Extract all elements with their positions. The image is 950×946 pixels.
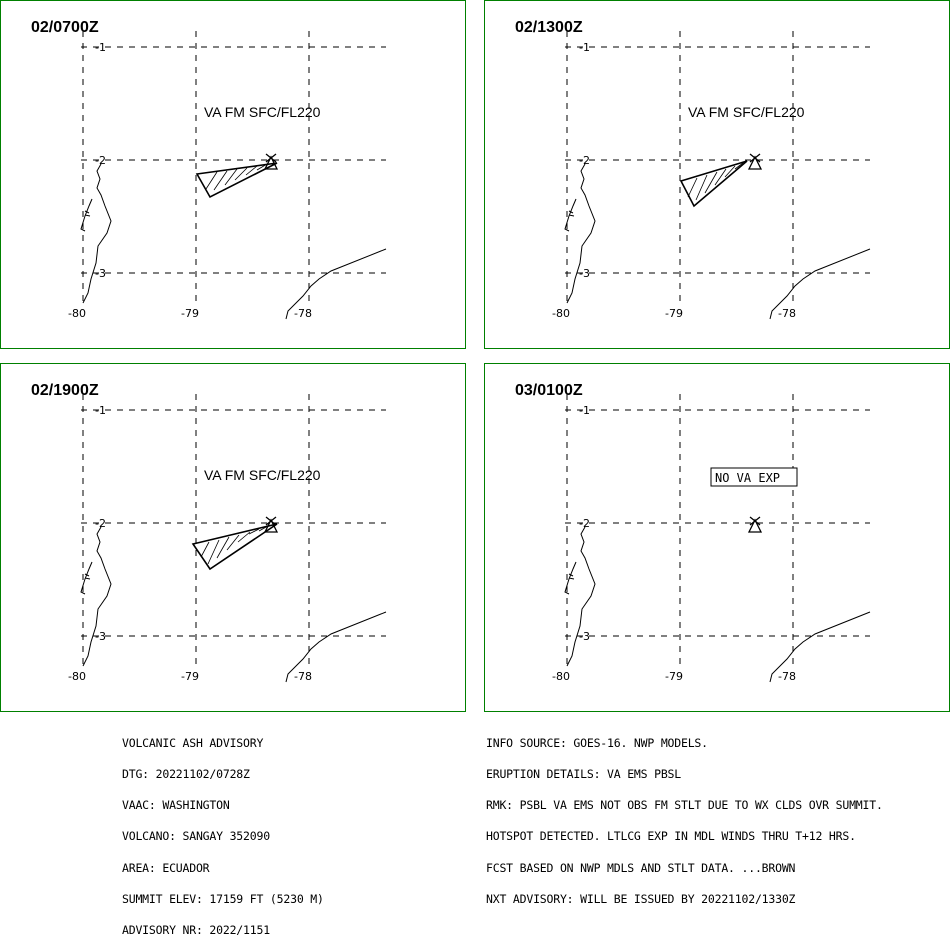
- volcano-icon: [263, 153, 279, 170]
- lon-label-78: -78: [294, 670, 312, 683]
- no-va-box: [710, 467, 798, 487]
- volcano-icon: [263, 516, 279, 533]
- info-line: SUMMIT ELEV: 17159 FT (5230 M): [122, 891, 324, 906]
- ash-cloud-2: [679, 160, 748, 208]
- lon-label-79: -79: [665, 670, 683, 683]
- lat-label-1: -1: [95, 404, 106, 417]
- lat-label-2: -2: [579, 154, 590, 167]
- lon-label-80: -80: [68, 670, 86, 683]
- map-graphic-3: -1 -2 -3 -80 -79 -78: [68, 394, 387, 683]
- coastline: [80, 526, 387, 683]
- lat-label-1: -1: [579, 404, 590, 417]
- lat-labels: -1 -2 -3: [95, 41, 106, 280]
- coastline: [564, 526, 871, 683]
- map-graphic-1: -1 -2 -3 -80 -79 -78 VA F: [68, 31, 387, 320]
- lon-labels: -80 -79 -78: [68, 307, 312, 320]
- info-line: NXT ADVISORY: WILL BE ISSUED BY 20221102…: [486, 891, 796, 906]
- ash-hatch-1: [205, 163, 268, 191]
- lon-labels: -80 -79 -78: [552, 670, 796, 683]
- grid-lines: [81, 31, 386, 306]
- lon-labels: -80 -79 -78: [68, 670, 312, 683]
- ash-cloud-1: [195, 162, 278, 199]
- coastline: [80, 163, 387, 320]
- info-line: VOLCANO: SANGAY 352090: [122, 829, 270, 844]
- lon-labels: -80 -79 -78: [552, 307, 796, 320]
- map-panel-1: -1 -2 -3 -80 -79 -78 VA F: [0, 0, 466, 349]
- lat-label-1: -1: [95, 41, 106, 54]
- lat-label-3: -3: [579, 630, 590, 643]
- panel-time-1: 02/0700Z: [31, 19, 99, 36]
- coastline: [564, 163, 871, 320]
- ash-hatch-3: [200, 525, 269, 565]
- grid-lines: [81, 394, 386, 669]
- lat-labels: -1 -2 -3: [579, 41, 590, 280]
- lat-label-1: -1: [579, 41, 590, 54]
- lat-label-3: -3: [95, 267, 106, 280]
- lat-labels: -1 -2 -3: [95, 404, 106, 643]
- info-line: VOLCANIC ASH ADVISORY: [122, 735, 264, 750]
- no-va-label: NO VA EXP: [715, 471, 780, 485]
- info-line: VAAC: WASHINGTON: [122, 798, 230, 813]
- info-line: HOTSPOT DETECTED. LTLCG EXP IN MDL WINDS…: [486, 829, 856, 844]
- va-label-2: VA FM SFC/FL220: [688, 104, 805, 120]
- map-graphic-4: -1 -2 -3 -80 -79 -78 NO VA EXP: [552, 394, 871, 683]
- volcano-icon: [747, 516, 763, 533]
- ash-cloud-3: [191, 523, 278, 571]
- info-line: FCST BASED ON NWP MDLS AND STLT DATA. ..…: [486, 860, 796, 875]
- advisory-info-right: INFO SOURCE: GOES-16. NWP MODELS. ERUPTI…: [486, 717, 883, 915]
- grid-lines: [565, 31, 870, 306]
- info-line: ERUPTION DETAILS: VA EMS PBSL: [486, 767, 681, 782]
- lat-label-2: -2: [579, 517, 590, 530]
- lat-label-2: -2: [95, 517, 106, 530]
- lon-label-79: -79: [181, 670, 199, 683]
- info-line: DTG: 20221102/0728Z: [122, 767, 250, 782]
- va-label-3: VA FM SFC/FL220: [204, 467, 321, 483]
- ash-hatch-2: [687, 162, 744, 201]
- volcano-icon: [747, 153, 763, 170]
- info-line: INFO SOURCE: GOES-16. NWP MODELS.: [486, 735, 708, 750]
- lon-label-78: -78: [778, 670, 796, 683]
- info-line: AREA: ECUADOR: [122, 860, 210, 875]
- panel-time-4: 03/0100Z: [515, 382, 583, 399]
- map-panel-3: -1 -2 -3 -80 -79 -78: [0, 363, 466, 712]
- info-line: ADVISORY NR: 2022/1151: [122, 923, 270, 938]
- lat-label-2: -2: [95, 154, 106, 167]
- info-line: RMK: PSBL VA EMS NOT OBS FM STLT DUE TO …: [486, 798, 883, 813]
- panel-time-2: 02/1300Z: [515, 19, 583, 36]
- lat-labels: -1 -2 -3: [579, 404, 590, 643]
- lon-label-78: -78: [294, 307, 312, 320]
- va-label-1: VA FM SFC/FL220: [204, 104, 321, 120]
- grid-lines: [565, 394, 870, 669]
- map-graphic-2: -1 -2 -3 -80 -79 -78 VA F: [552, 31, 871, 320]
- advisory-info-left: VOLCANIC ASH ADVISORY DTG: 20221102/0728…: [122, 717, 324, 946]
- map-panel-4: -1 -2 -3 -80 -79 -78 NO VA EXP 03/0100Z: [484, 363, 950, 712]
- panel-time-3: 02/1900Z: [31, 382, 99, 399]
- lon-label-80: -80: [68, 307, 86, 320]
- lon-label-79: -79: [665, 307, 683, 320]
- map-panel-2: -1 -2 -3 -80 -79 -78 VA F: [484, 0, 950, 349]
- lon-label-78: -78: [778, 307, 796, 320]
- lon-label-79: -79: [181, 307, 199, 320]
- lon-label-80: -80: [552, 670, 570, 683]
- lat-label-3: -3: [95, 630, 106, 643]
- lat-label-3: -3: [579, 267, 590, 280]
- lon-label-80: -80: [552, 307, 570, 320]
